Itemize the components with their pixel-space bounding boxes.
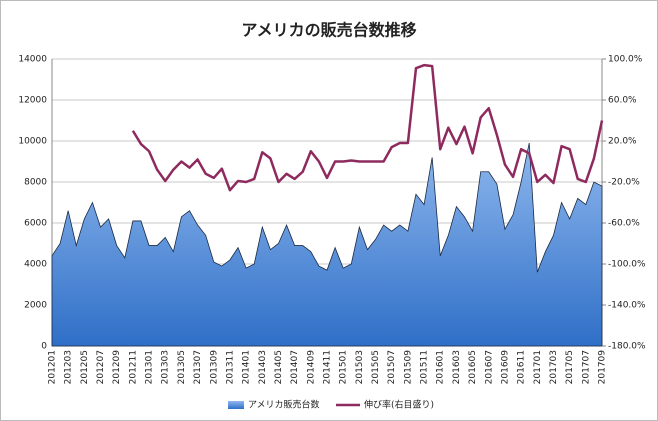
x-tick-label: 201705: [565, 350, 575, 384]
x-tick-label: 201609: [500, 350, 510, 385]
x-tick-label: 201311: [225, 350, 235, 384]
y-tick-label: 10000: [18, 137, 47, 147]
x-tick-label: 201703: [549, 350, 559, 384]
x-tick-label: 201607: [484, 350, 494, 384]
y-tick-label: 0: [41, 342, 47, 352]
y-tick-label: 12000: [18, 96, 47, 106]
y2-tick-label: -60.0%: [608, 219, 640, 229]
area: [51, 142, 603, 347]
x-tick-label: 201309: [209, 350, 219, 385]
x-tick-label: 201601: [436, 350, 446, 384]
x-tick-label: 201301: [145, 350, 155, 384]
y-tick-label: 6000: [24, 219, 47, 229]
legend-label: アメリカ販売台数: [248, 399, 320, 411]
x-tick-label: 201405: [274, 350, 284, 384]
y-tick-label: 8000: [24, 178, 47, 188]
x-tick-label: 201605: [468, 350, 478, 384]
y2-tick-label: 100.0%: [608, 55, 643, 65]
x-tick-label: 201201: [48, 350, 58, 384]
x-tick-label: 201209: [112, 350, 122, 385]
x-tick-label: 201303: [161, 350, 171, 384]
y2-tick-label: -140.0%: [608, 301, 646, 311]
x-tick-label: 201501: [339, 350, 349, 384]
y2-tick-label: -180.0%: [608, 342, 646, 352]
x-tick-label: 201207: [96, 350, 106, 384]
y-tick-label: 4000: [24, 260, 47, 270]
x-tick-label: 201509: [403, 350, 413, 385]
x-tick-label: 201503: [355, 350, 365, 384]
x-tick-label: 201403: [258, 350, 268, 384]
x-tick-label: 201409: [306, 350, 316, 385]
y2-tick-label: -100.0%: [608, 260, 646, 270]
x-tick-label: 201611: [517, 350, 527, 384]
x-tick-label: 201701: [533, 350, 543, 384]
line: [131, 63, 604, 192]
x-tick-label: 201709: [598, 350, 608, 385]
legend-label: 伸び率(右目盛り): [364, 399, 434, 411]
y2-tick-label: 20.0%: [608, 137, 637, 147]
x-tick-label: 201603: [452, 350, 462, 384]
x-tick-label: 201505: [371, 350, 381, 384]
y-tick-label: 2000: [24, 301, 47, 311]
x-tick-label: 201511: [420, 350, 430, 384]
x-tick-label: 201401: [242, 350, 252, 384]
x-tick-label: 201203: [64, 350, 74, 384]
y2-tick-label: 60.0%: [608, 96, 637, 106]
x-tick-label: 201307: [193, 350, 203, 384]
x-tick-label: 201707: [581, 350, 591, 384]
x-tick-label: 201407: [290, 350, 300, 384]
x-tick-label: 201205: [80, 350, 90, 384]
legend-swatch: [228, 401, 244, 409]
x-tick-label: 201411: [323, 350, 333, 384]
x-tick-label: 201305: [177, 350, 187, 384]
y-tick-label: 14000: [18, 55, 47, 65]
y2-tick-label: -20.0%: [608, 178, 640, 188]
chart-title: アメリカの販売台数推移: [241, 21, 416, 40]
x-tick-label: 201507: [387, 350, 397, 384]
x-tick-label: 201211: [128, 350, 138, 384]
